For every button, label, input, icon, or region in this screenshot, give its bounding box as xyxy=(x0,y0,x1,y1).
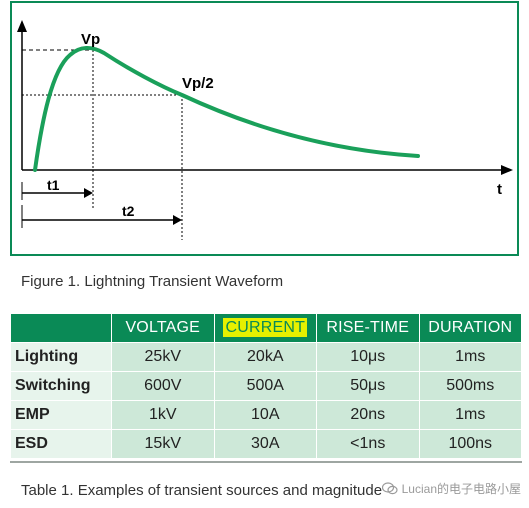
header-voltage: VOLTAGE xyxy=(111,313,215,343)
table-header-row: VOLTAGE CURRENT RISE-TIME DURATION xyxy=(10,313,522,343)
cell-duration: 500ms xyxy=(418,371,522,401)
table-caption: Table 1. Examples of transient sources a… xyxy=(21,482,383,499)
cell-duration: 1ms xyxy=(418,400,522,430)
cell-voltage: 25kV xyxy=(111,342,215,372)
time-axis-label: t xyxy=(497,181,502,198)
table-bottom-rule xyxy=(10,461,522,463)
transient-table: VOLTAGE CURRENT RISE-TIME DURATION Light… xyxy=(10,313,522,459)
waveform-figure: Vp Vp/2 t t1 t2 xyxy=(10,1,519,256)
t2-arrowhead xyxy=(173,215,182,225)
row-source: ESD xyxy=(10,429,112,459)
peak-label: Vp xyxy=(81,31,100,48)
watermark-text: Lucian的电子电路小屋 xyxy=(401,482,521,496)
cell-rise-time: 10μs xyxy=(316,342,420,372)
x-axis-arrow xyxy=(501,165,513,175)
row-source: Lighting xyxy=(10,342,112,372)
cell-current: 10A xyxy=(213,400,317,430)
table-row: EMP 1kV 10A 20ns 1ms xyxy=(10,400,522,430)
header-duration: DURATION xyxy=(418,313,522,343)
figure-caption: Figure 1. Lightning Transient Waveform xyxy=(21,273,284,290)
header-current: CURRENT xyxy=(213,313,317,343)
row-source: Switching xyxy=(10,371,112,401)
watermark: Lucian的电子电路小屋 xyxy=(381,480,521,497)
table-row: Switching 600V 500A 50μs 500ms xyxy=(10,371,522,401)
cell-voltage: 1kV xyxy=(111,400,215,430)
t1-label: t1 xyxy=(47,177,60,193)
cell-current: 20kA xyxy=(213,342,317,372)
cell-voltage: 15kV xyxy=(111,429,215,459)
wechat-icon xyxy=(381,482,398,495)
cell-current: 30A xyxy=(213,429,317,459)
header-corner xyxy=(10,313,112,343)
cell-rise-time: 50μs xyxy=(316,371,420,401)
cell-rise-time: <1ns xyxy=(316,429,420,459)
table-row: Lighting 25kV 20kA 10μs 1ms xyxy=(10,342,522,372)
cell-duration: 1ms xyxy=(418,342,522,372)
row-source: EMP xyxy=(10,400,112,430)
table-row: ESD 15kV 30A <1ns 100ns xyxy=(10,429,522,459)
cell-current: 500A xyxy=(213,371,317,401)
cell-duration: 100ns xyxy=(418,429,522,459)
figure-frame xyxy=(10,1,519,256)
y-axis-arrow xyxy=(17,20,27,32)
cell-voltage: 600V xyxy=(111,371,215,401)
waveform-curve xyxy=(33,46,420,172)
t1-arrowhead xyxy=(84,188,93,198)
cell-rise-time: 20ns xyxy=(316,400,420,430)
half-label: Vp/2 xyxy=(182,75,214,92)
header-current-highlight: CURRENT xyxy=(223,318,308,337)
t2-label: t2 xyxy=(122,203,135,219)
header-rise-time: RISE-TIME xyxy=(316,313,420,343)
